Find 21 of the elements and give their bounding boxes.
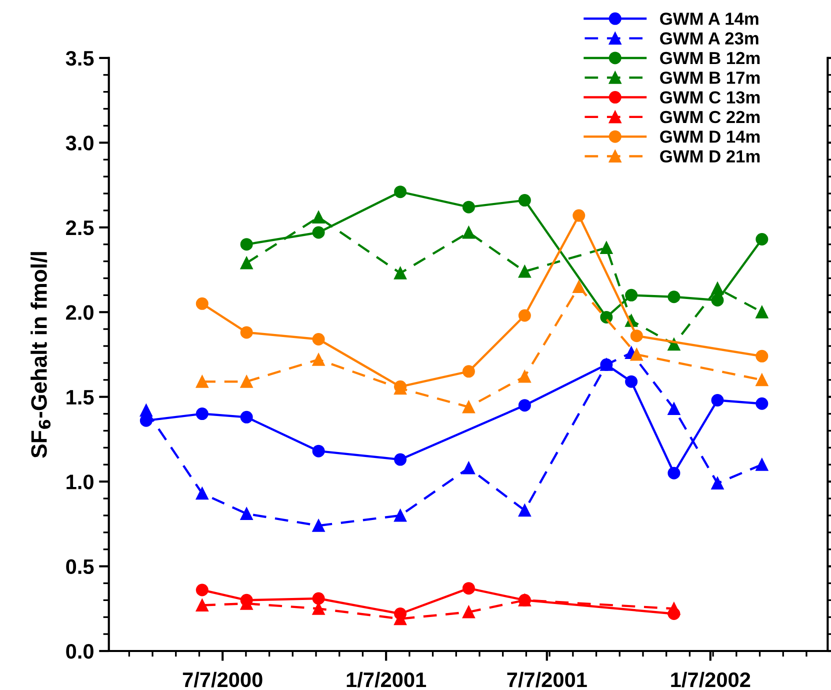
x-tick-label: 1/7/2002 [671, 672, 750, 688]
y-tick-label: 1.5 [66, 390, 94, 405]
x-tick-label: 7/7/2001 [507, 672, 587, 688]
legend-label: GWM B 17m [660, 72, 760, 84]
y-tick-label: 0.0 [66, 644, 94, 659]
legend-label: GWM B 12m [660, 52, 760, 64]
legend-label: GWM A 23m [660, 32, 758, 45]
legend-label: GWM D 21m [660, 150, 760, 162]
y-tick-label: 2.0 [66, 305, 94, 320]
legend-label: GWM A 14m [660, 12, 758, 25]
legend-label: GWM C 22m [660, 110, 760, 124]
y-tick-label: 1.0 [66, 474, 94, 490]
y-tick-label: 3.0 [66, 136, 94, 150]
y-axis-title: SF$_{6}$-Gehalt in fmol/l [30, 252, 51, 458]
y-tick-label: 2.5 [66, 220, 94, 236]
y-tick-label: 3.5 [66, 50, 94, 66]
y-tick-label: 0.5 [66, 559, 94, 574]
legend-label: GWM D 14m [660, 130, 760, 143]
x-tick-label: 7/7/2000 [182, 672, 262, 688]
x-tick-label: 1/7/2001 [346, 672, 426, 688]
legend-label: GWM C 13m [660, 91, 760, 104]
